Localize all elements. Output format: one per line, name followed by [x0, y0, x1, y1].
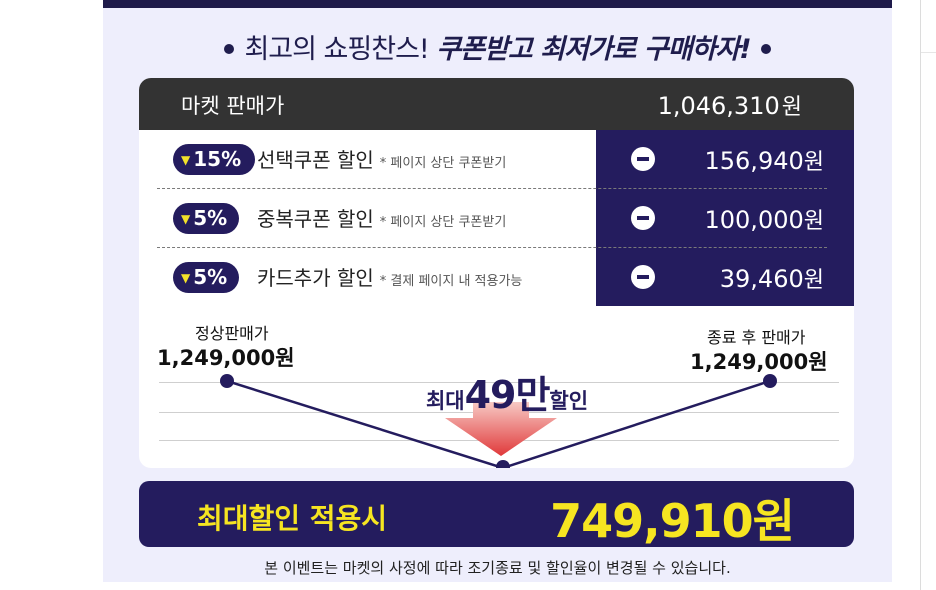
discount-note: * 페이지 상단 쿠폰받기 [379, 156, 507, 171]
discount-amount: 39,460원 [629, 260, 834, 294]
promo-headline: 최고의 쇼핑찬스! 쿠폰받고 최저가로 구매하자! [103, 27, 892, 66]
discount-amount: 100,000원 [629, 201, 834, 235]
discount-rate-badge: ▼ 5% [173, 262, 240, 293]
final-price-label: 최대할인 적용시 [197, 502, 388, 535]
start-point-marker [220, 374, 234, 388]
discount-row-duplicate-coupon: ▼ 5% 중복쿠폰 할인 * 페이지 상단 쿠폰받기 100,000원 [157, 189, 827, 248]
banner-top-bar [103, 0, 892, 8]
down-triangle-icon: ▼ [181, 212, 191, 226]
event-disclaimer: 본 이벤트는 마켓의 사정에 따라 조기종료 및 할인율이 변경될 수 있습니다… [264, 559, 731, 577]
market-price-label: 마켓 판매가 [181, 94, 285, 118]
lowest-point-marker [496, 460, 510, 468]
headline-part1: 최고의 쇼핑찬스! [244, 34, 429, 65]
discount-rate-badge: ▼ 5% [173, 203, 240, 234]
final-price-bar: 최대할인 적용시 749,910원 [139, 481, 854, 548]
market-price-row: 마켓 판매가 1,046,310원 [139, 78, 854, 130]
bullet-dot-icon [760, 43, 771, 54]
minus-circle-icon [631, 265, 655, 289]
discount-label: 중복쿠폰 할인 * 페이지 상단 쿠폰받기 [257, 207, 507, 231]
minus-circle-icon [631, 206, 655, 230]
price-breakdown-card: 마켓 판매가 1,046,310원 ▼ 15% 선택쿠폰 할인 * 페이지 상단 쿠… [139, 78, 854, 468]
price-drop-line [226, 379, 771, 468]
discount-note: * 결제 페이지 내 적용가능 [379, 274, 523, 289]
final-price-value: 749,910원 [550, 494, 795, 548]
after-end-price-value: 1,249,000원 [690, 350, 828, 374]
discount-note: * 페이지 상단 쿠폰받기 [379, 215, 507, 230]
minus-circle-icon [631, 147, 655, 171]
discount-label: 선택쿠폰 할인 * 페이지 상단 쿠폰받기 [257, 148, 507, 172]
down-triangle-icon: ▼ [181, 271, 191, 285]
price-drop-chart-svg [220, 374, 777, 468]
discount-row-select-coupon: ▼ 15% 선택쿠폰 할인 * 페이지 상단 쿠폰받기 156,940원 [157, 130, 827, 189]
max-discount-callout: 최대49만할인 [425, 373, 589, 417]
down-triangle-icon: ▼ [181, 153, 191, 167]
market-price-value: 1,046,310원 [657, 92, 802, 120]
down-arrow-icon [445, 402, 557, 456]
discount-label: 카드추가 할인 * 결제 페이지 내 적용가능 [257, 266, 523, 290]
discount-row-card: ▼ 5% 카드추가 할인 * 결제 페이지 내 적용가능 39,460원 [157, 248, 827, 306]
bullet-dot-icon [224, 43, 235, 54]
headline-part2: 쿠폰받고 최저가로 구매하자! [436, 34, 751, 65]
end-point-marker [763, 374, 777, 388]
page-divider-tick [921, 52, 936, 53]
discount-rate-badge: ▼ 15% [173, 144, 256, 175]
normal-price-label: 정상판매가 [195, 324, 269, 343]
graph-gridline [159, 382, 839, 383]
after-end-price-label: 종료 후 판매가 [707, 328, 806, 347]
price-drop-graph: 정상판매가 1,249,000원 종료 후 판매가 1,249,000원 최대4… [139, 306, 854, 468]
page-divider [920, 0, 921, 590]
normal-price-value: 1,249,000원 [157, 346, 295, 370]
discount-amount: 156,940원 [629, 142, 834, 176]
